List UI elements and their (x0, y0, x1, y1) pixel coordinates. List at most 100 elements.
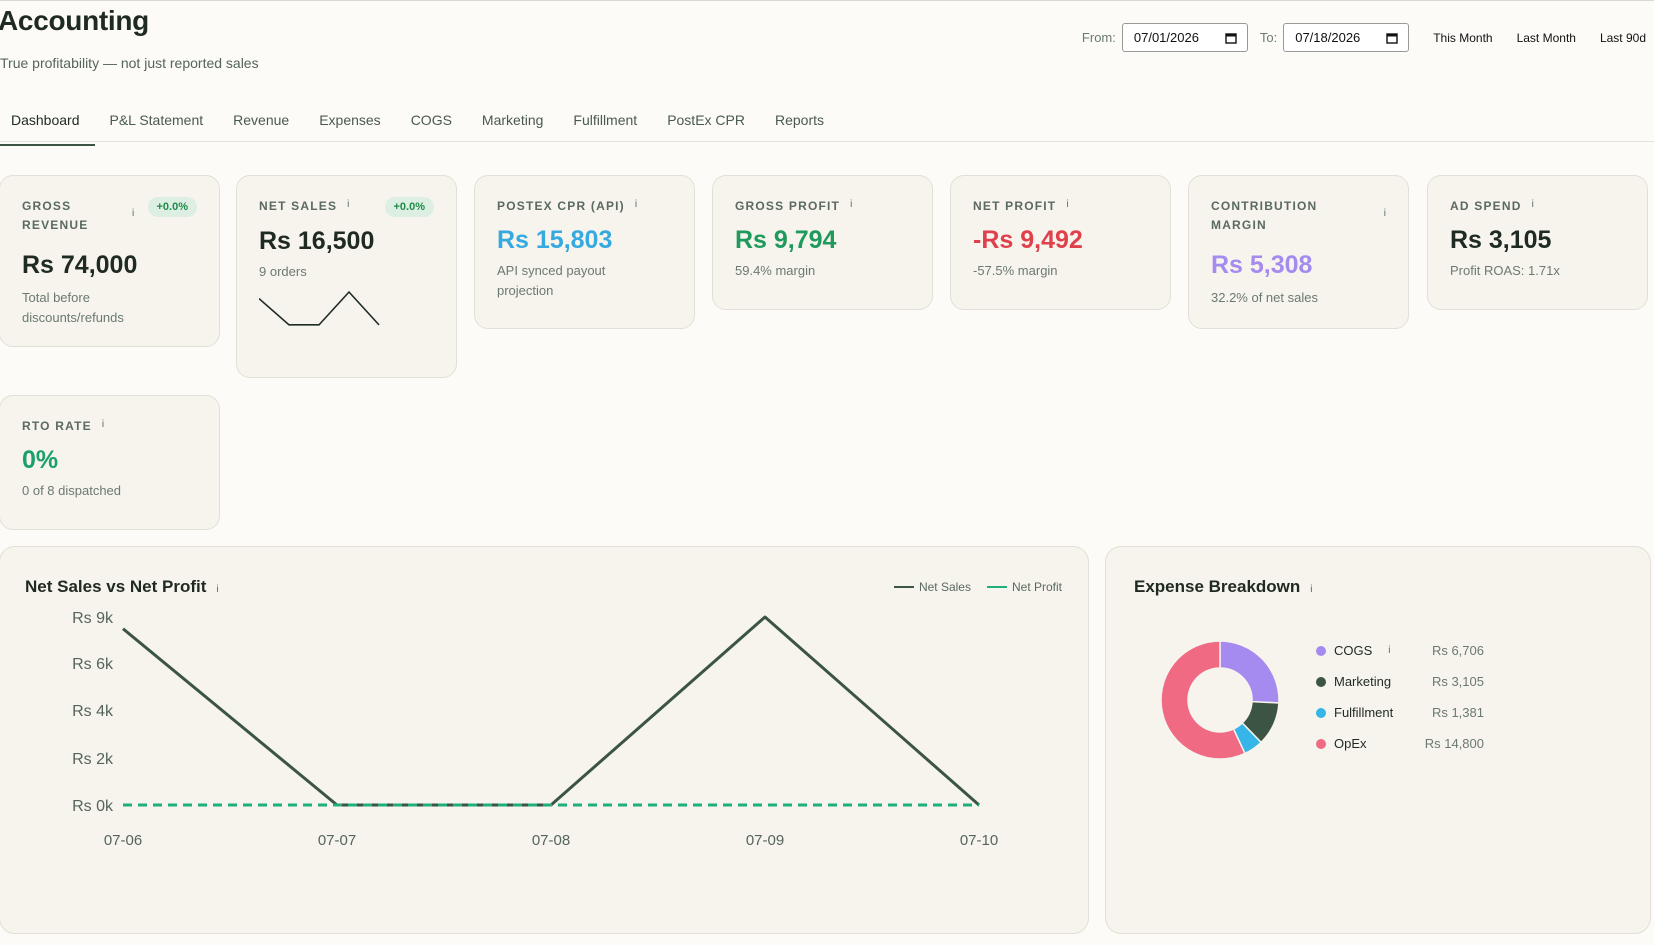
info-icon[interactable]: i (1388, 644, 1391, 656)
kpi-subtext: Total before discounts/refunds (22, 290, 124, 325)
kpi-value: Rs 16,500 (259, 227, 375, 255)
to-label: To: (1259, 30, 1278, 45)
legend-label: Net Profit (1011, 580, 1062, 594)
expense-breakdown-panel: Expense Breakdown i COGS i Rs 6,706 Market… (1105, 546, 1651, 934)
net-sales-vs-net-profit-panel: Net Sales vs Net Profit i Net Sales Net P… (0, 546, 1089, 934)
preset-last-month-button[interactable]: Last Month (1516, 30, 1576, 45)
kpi-subtext: 32.2% of net sales (1211, 290, 1318, 305)
x-tick-label: 07-07 (318, 832, 356, 849)
kpi-value: Rs 74,000 (22, 251, 138, 279)
info-icon[interactable]: i (1383, 208, 1386, 219)
kpi-card-gross-profit: GROSS PROFIT i Rs 9,794 59.4% margin (712, 175, 933, 310)
tab-reports[interactable]: Reports (775, 112, 825, 128)
kpi-subtext: -57.5% margin (973, 263, 1058, 278)
kpi-value: Rs 9,794 (735, 226, 837, 254)
kpi-label: NET SALES (259, 199, 338, 213)
legend-row-cogs: COGS i Rs 6,706 (1316, 635, 1484, 666)
chart-title-text: Net Sales vs Net Profit (25, 577, 207, 596)
from-label: From: (1081, 30, 1116, 45)
kpi-value: Rs 15,803 (497, 226, 613, 254)
legend-dot (1316, 645, 1326, 656)
page-subtitle: True profitability — not just reported s… (0, 55, 259, 71)
date-range-controls: From: 07/01/2026 To: 07/18/2026 This Mon… (1082, 23, 1646, 52)
expense-legend: COGS i Rs 6,706 Marketing Rs 3,105 Fulfil… (1316, 635, 1484, 759)
kpi-label: RTO RATE (22, 419, 92, 433)
info-icon[interactable]: i (347, 199, 350, 210)
legend-value: Rs 1,381 (1431, 705, 1484, 720)
kpi-card-gross-revenue: GROSS REVENUE i +0.0% Rs 74,000 Total be… (0, 175, 220, 347)
legend-dot (1316, 738, 1326, 749)
kpi-label: NET PROFIT (973, 199, 1057, 213)
info-icon[interactable]: i (132, 208, 135, 219)
kpi-label: AD SPEND (1450, 199, 1522, 213)
page-title: Accounting (0, 5, 149, 36)
y-tick-label: Rs 4k (72, 703, 114, 720)
calendar-icon[interactable] (1225, 32, 1237, 44)
legend-dot (1316, 676, 1326, 687)
from-date-input[interactable]: 07/01/2026 (1121, 23, 1248, 52)
tab-postex-cpr[interactable]: PostEx CPR (667, 112, 745, 128)
tab-dashboard[interactable]: Dashboard (0, 105, 95, 146)
kpi-label: GROSS PROFIT (735, 199, 841, 213)
kpi-card-postex-cpr: POSTEX CPR (API) i Rs 15,803 API synced … (474, 175, 695, 329)
legend-name: OpEx (1334, 736, 1367, 751)
calendar-icon[interactable] (1386, 32, 1398, 44)
kpi-label: CONTRIBUTION MARGIN (1211, 199, 1318, 232)
preset-last-90d-button[interactable]: Last 90d (1599, 30, 1646, 45)
legend-value: Rs 3,105 (1431, 674, 1484, 689)
chart-title-text: Expense Breakdown (1134, 577, 1301, 596)
legend-name: Marketing (1334, 674, 1392, 689)
to-date-value: 07/18/2026 (1295, 30, 1361, 45)
kpi-label: GROSS REVENUE (22, 199, 89, 232)
kpi-label: POSTEX CPR (API) (497, 199, 625, 213)
kpi-subtext: API synced payout projection (497, 263, 606, 298)
info-icon[interactable]: i (1310, 584, 1313, 595)
legend-name-text: COGS (1334, 643, 1373, 658)
y-tick-label: Rs 2k (72, 751, 114, 768)
info-icon[interactable]: i (101, 419, 105, 430)
kpi-subtext: 9 orders (259, 264, 307, 279)
info-icon[interactable]: i (216, 584, 219, 595)
tab-marketing[interactable]: Marketing (481, 112, 544, 128)
expense-donut-chart (1160, 640, 1280, 760)
kpi-value: 0% (22, 446, 59, 474)
kpi-value: Rs 5,308 (1211, 251, 1313, 279)
sparkline-line (259, 290, 380, 326)
tab-expenses[interactable]: Expenses (319, 112, 381, 128)
legend-value: Rs 6,706 (1431, 643, 1484, 658)
info-icon[interactable]: i (850, 199, 853, 210)
kpi-subtext: Profit ROAS: 1.71x (1450, 263, 1560, 278)
info-icon[interactable]: i (1531, 199, 1534, 210)
chart-title: Net Sales vs Net Profit i (25, 577, 219, 598)
change-badge: +0.0% (384, 197, 434, 217)
x-tick-label: 07-06 (104, 832, 142, 849)
kpi-card-contribution-margin: CONTRIBUTION MARGIN i Rs 5,308 32.2% of … (1188, 175, 1409, 329)
line-chart: Rs 0k Rs 2k Rs 4k Rs 6k Rs 9k 07-06 07-07 07-08… (72, 610, 998, 849)
legend-net-sales: Net Sales (893, 580, 971, 594)
tab-pl-statement[interactable]: P&L Statement (109, 112, 204, 128)
donut-slice-opex (1160, 640, 1246, 760)
info-icon[interactable]: i (1066, 199, 1069, 210)
info-icon[interactable]: i (634, 199, 638, 210)
kpi-subtext: 0 of 8 dispatched (22, 483, 122, 498)
x-tick-label: 07-08 (532, 832, 570, 849)
kpi-card-net-profit: NET PROFIT i -Rs 9,492 -57.5% margin (950, 175, 1171, 310)
to-date-input[interactable]: 07/18/2026 (1283, 23, 1410, 52)
legend-value: Rs 14,800 (1424, 736, 1484, 751)
legend-row-fulfillment: Fulfillment Rs 1,381 (1316, 697, 1484, 728)
donut-slice-cogs (1219, 640, 1280, 704)
tab-fulfillment[interactable]: Fulfillment (573, 112, 638, 128)
from-date-value: 07/01/2026 (1133, 30, 1199, 45)
chart-title: Expense Breakdown i (1134, 577, 1313, 598)
net-sales-sparkline (259, 290, 380, 326)
kpi-subtext: 59.4% margin (735, 263, 816, 278)
tab-cogs[interactable]: COGS (410, 112, 452, 128)
legend-row-marketing: Marketing Rs 3,105 (1316, 666, 1484, 697)
series-line-net-sales (122, 615, 980, 807)
tab-revenue[interactable]: Revenue (233, 112, 290, 128)
y-tick-label: Rs 9k (72, 610, 114, 627)
kpi-value: Rs 3,105 (1450, 226, 1552, 254)
kpi-card-rto-rate: RTO RATE i 0% 0 of 8 dispatched (0, 395, 220, 530)
legend-label: Net Sales (918, 580, 971, 594)
preset-this-month-button[interactable]: This Month (1433, 30, 1493, 45)
